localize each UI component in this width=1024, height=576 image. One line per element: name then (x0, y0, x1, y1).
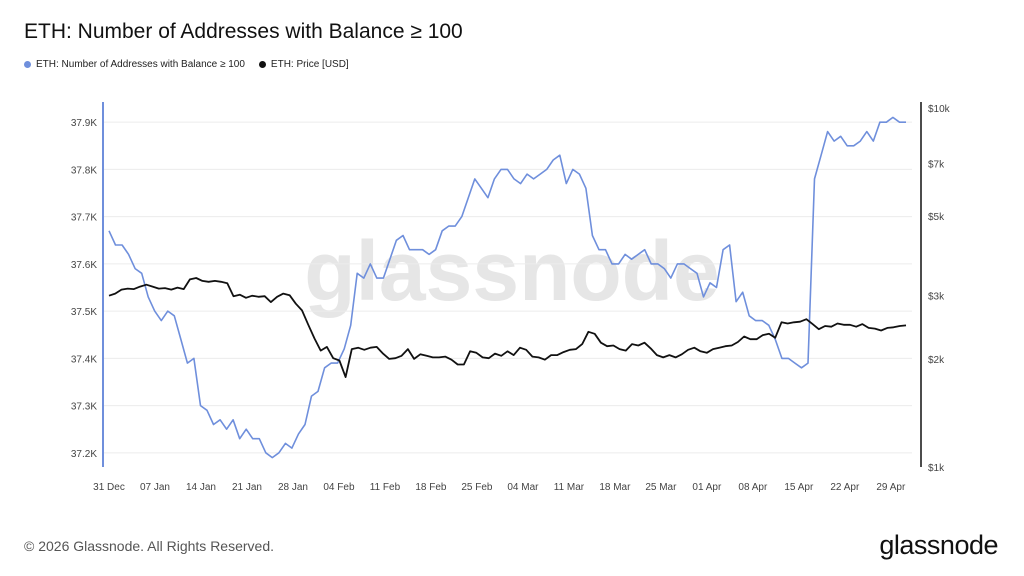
y-right-tick-label: $2k (928, 355, 945, 366)
y-left-tick-label: 37.6K (71, 260, 97, 271)
x-tick-label: 25 Feb (461, 482, 493, 493)
y-right-tick-label: $3k (928, 292, 945, 303)
x-tick-label: 29 Apr (876, 482, 906, 493)
x-tick-label: 11 Feb (370, 482, 401, 493)
x-tick-label: 31 Dec (93, 482, 125, 493)
x-tick-label: 18 Mar (599, 482, 631, 493)
x-tick-label: 01 Apr (692, 482, 722, 493)
y-left-tick-label: 37.8K (71, 165, 97, 176)
legend-item-addresses[interactable]: ETH: Number of Addresses with Balance ≥ … (24, 59, 245, 70)
x-tick-label: 25 Mar (645, 482, 677, 493)
legend-dot-price (258, 61, 266, 68)
series-lines (108, 116, 907, 459)
x-tick-label: 18 Feb (415, 482, 447, 493)
x-tick-label: 22 Apr (830, 482, 860, 493)
y-left-tick-label: 37.5K (71, 307, 97, 318)
x-tick-label: 04 Feb (323, 482, 355, 493)
y-left-tick-label: 37.9K (71, 118, 97, 129)
copyright-footer: © 2026 Glassnode. All Rights Reserved. (24, 538, 275, 554)
brand-logo[interactable]: glassnode (879, 530, 998, 560)
legend-item-price[interactable]: ETH: Price [USD] (258, 59, 349, 70)
legend-label-addresses: ETH: Number of Addresses with Balance ≥ … (36, 59, 245, 70)
y-left-tick-label: 37.7K (71, 213, 97, 224)
legend-dot-addresses (24, 61, 31, 68)
series-addresses-line[interactable] (108, 116, 906, 459)
x-tick-label: 15 Apr (784, 482, 814, 493)
chart-legend: ETH: Number of Addresses with Balance ≥ … (24, 59, 363, 70)
y-left-tick-label: 37.2K (71, 449, 97, 460)
series-price-line[interactable] (108, 277, 907, 379)
x-tick-label: 07 Jan (140, 482, 170, 493)
x-tick-label: 14 Jan (186, 482, 216, 493)
y-right-tick-label: $7k (928, 160, 945, 171)
y-right-tick-label: $1k (928, 463, 945, 474)
axes: 37.2K 37.3K 37.4K 37.5K 37.6K 37.7K 37.8K 37.9K… (71, 102, 951, 493)
x-tick-label: 28 Jan (278, 482, 308, 493)
x-tick-label: 04 Mar (507, 482, 539, 493)
y-left-tick-label: 37.4K (71, 354, 97, 365)
y-right-tick-label: $10k (928, 104, 951, 115)
x-tick-label: 21 Jan (232, 482, 262, 493)
x-tick-label: 11 Mar (554, 482, 585, 493)
y-right-tick-label: $5k (928, 212, 945, 223)
x-tick-label: 08 Apr (738, 482, 768, 493)
y-left-tick-label: 37.3K (71, 402, 97, 413)
legend-label-price: ETH: Price [USD] (270, 59, 349, 70)
chart-title: ETH: Number of Addresses with Balance ≥ … (24, 20, 463, 43)
